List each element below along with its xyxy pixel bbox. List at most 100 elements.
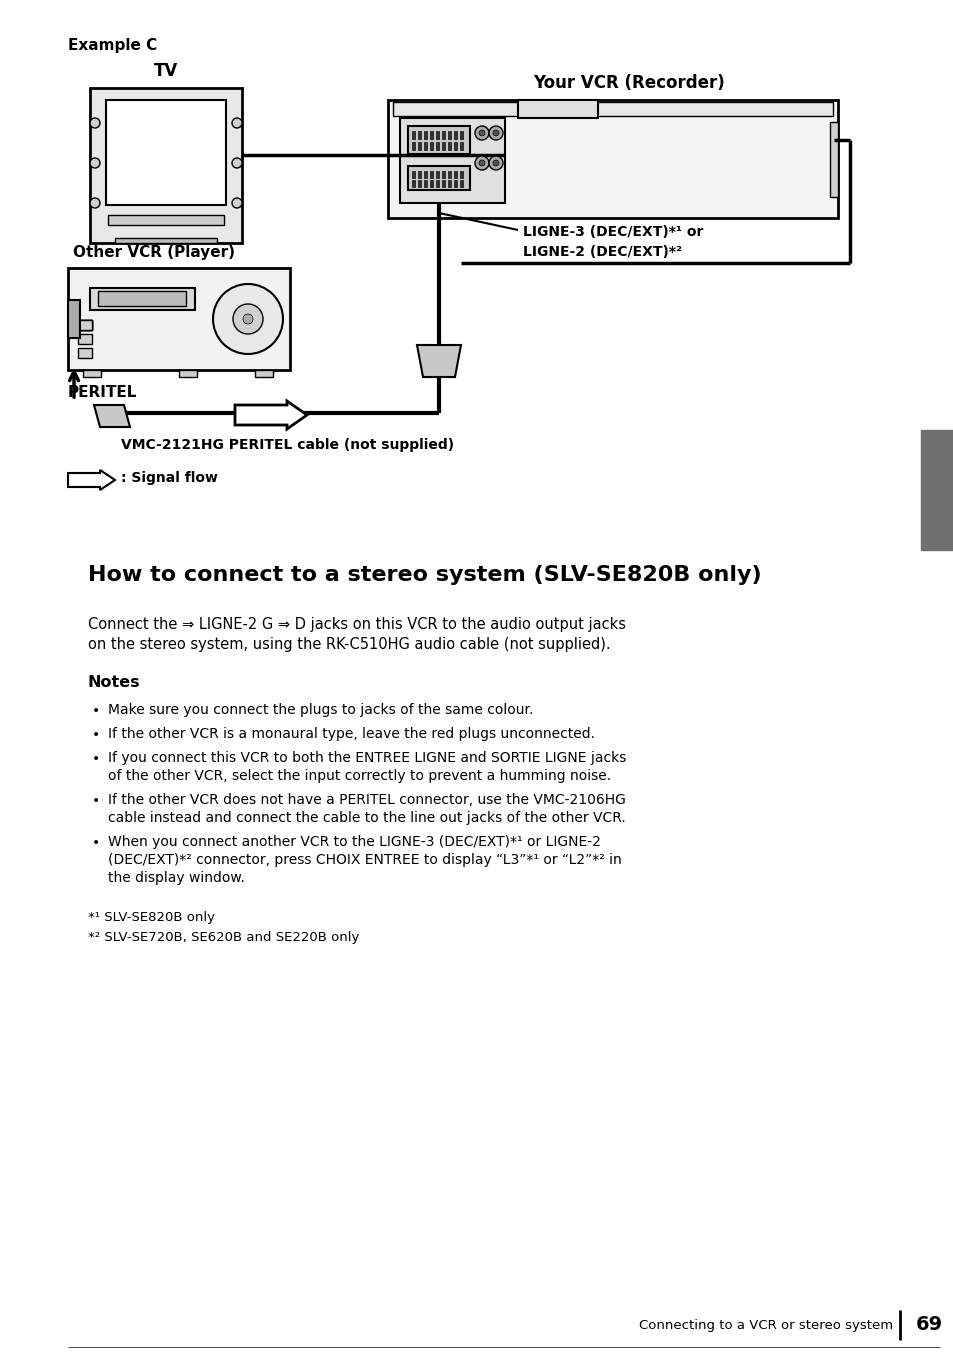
Text: (DEC/EXT)*² connector, press CHOIX ENTREE to display “L3”*¹ or “L2”*² in: (DEC/EXT)*² connector, press CHOIX ENTRE…	[108, 853, 621, 867]
Bar	[408, 126, 470, 154]
Bar	[179, 370, 196, 377]
Bar	[83, 370, 101, 377]
Bar	[459, 170, 462, 178]
Bar	[441, 180, 444, 187]
Bar	[441, 131, 444, 139]
Bar	[448, 131, 451, 139]
Bar	[78, 320, 91, 330]
Circle shape	[475, 126, 489, 141]
Bar	[68, 300, 80, 338]
Circle shape	[493, 130, 498, 137]
Bar	[412, 131, 415, 139]
Bar	[454, 170, 456, 178]
Bar	[417, 131, 420, 139]
Circle shape	[90, 197, 100, 208]
Text: Make sure you connect the plugs to jacks of the same colour.: Make sure you connect the plugs to jacks…	[108, 703, 533, 717]
Bar	[78, 347, 91, 358]
Polygon shape	[416, 345, 460, 377]
Polygon shape	[94, 406, 130, 427]
Text: If you connect this VCR to both the ENTREE LIGNE and SORTIE LIGNE jacks: If you connect this VCR to both the ENTR…	[108, 750, 626, 765]
Text: Your VCR (Recorder): Your VCR (Recorder)	[533, 74, 724, 92]
Bar	[412, 180, 415, 187]
Bar	[68, 268, 290, 370]
Bar	[430, 170, 433, 178]
Text: 69: 69	[915, 1315, 943, 1334]
Text: LIGNE-3 (DEC/EXT)*¹ or: LIGNE-3 (DEC/EXT)*¹ or	[522, 224, 702, 239]
Text: If the other VCR does not have a PERITEL connector, use the VMC-2106HG: If the other VCR does not have a PERITEL…	[108, 794, 625, 807]
Text: Editing: Editing	[929, 466, 943, 514]
Circle shape	[475, 155, 489, 170]
Bar	[448, 170, 451, 178]
Text: LIGNE-2 (DEC/EXT)*²: LIGNE-2 (DEC/EXT)*²	[522, 245, 681, 260]
Bar	[78, 320, 91, 330]
Text: VMC-2121HG PERITEL cable (not supplied): VMC-2121HG PERITEL cable (not supplied)	[121, 438, 454, 452]
Bar	[417, 142, 420, 150]
Bar	[517, 100, 598, 118]
Bar	[115, 238, 216, 243]
Bar	[423, 142, 427, 150]
Circle shape	[233, 304, 263, 334]
Text: of the other VCR, select the input correctly to prevent a humming noise.: of the other VCR, select the input corre…	[108, 769, 611, 783]
Text: When you connect another VCR to the LIGNE-3 (DEC/EXT)*¹ or LIGNE-2: When you connect another VCR to the LIGN…	[108, 836, 600, 849]
Circle shape	[90, 158, 100, 168]
Text: TV: TV	[153, 62, 178, 80]
Polygon shape	[68, 470, 115, 489]
Bar	[441, 142, 444, 150]
Bar	[436, 170, 438, 178]
Bar	[78, 334, 91, 343]
Text: Example C: Example C	[68, 38, 157, 53]
Text: •: •	[91, 704, 100, 718]
Bar	[436, 131, 438, 139]
Circle shape	[478, 160, 484, 166]
Text: How to connect to a stereo system (SLV-SE820B only): How to connect to a stereo system (SLV-S…	[88, 565, 760, 585]
Circle shape	[489, 155, 502, 170]
Text: Connect the ⇒ LIGNE-2 G ⇒ D jacks on this VCR to the audio output jacks: Connect the ⇒ LIGNE-2 G ⇒ D jacks on thi…	[88, 617, 625, 631]
Text: If the other VCR is a monaural type, leave the red plugs unconnected.: If the other VCR is a monaural type, lea…	[108, 727, 595, 741]
Bar	[388, 100, 837, 218]
Circle shape	[232, 118, 242, 128]
Text: •: •	[91, 727, 100, 742]
Text: : Signal flow: : Signal flow	[121, 470, 217, 485]
Bar	[106, 100, 226, 206]
Bar	[920, 430, 953, 550]
Bar	[448, 142, 451, 150]
Bar	[78, 320, 91, 330]
Text: on the stereo system, using the RK-C510HG audio cable (not supplied).: on the stereo system, using the RK-C510H…	[88, 637, 610, 652]
Bar	[454, 142, 456, 150]
Bar	[430, 131, 433, 139]
Text: •: •	[91, 794, 100, 808]
Circle shape	[232, 158, 242, 168]
Text: *² SLV-SE720B, SE620B and SE220B only: *² SLV-SE720B, SE620B and SE220B only	[88, 932, 359, 944]
Polygon shape	[234, 402, 307, 429]
Bar	[399, 118, 504, 203]
Circle shape	[493, 160, 498, 166]
Text: •: •	[91, 752, 100, 767]
Bar	[423, 180, 427, 187]
Text: Notes: Notes	[88, 675, 140, 690]
Bar	[441, 170, 444, 178]
Bar	[430, 142, 433, 150]
Bar	[448, 180, 451, 187]
Bar	[430, 180, 433, 187]
Bar	[436, 142, 438, 150]
Bar	[108, 215, 224, 224]
Bar	[90, 288, 194, 310]
Bar	[393, 101, 832, 116]
Bar	[423, 170, 427, 178]
Text: Connecting to a VCR or stereo system: Connecting to a VCR or stereo system	[639, 1318, 892, 1332]
Text: the display window.: the display window.	[108, 871, 245, 886]
Bar	[417, 170, 420, 178]
Bar	[459, 180, 462, 187]
Text: cable instead and connect the cable to the line out jacks of the other VCR.: cable instead and connect the cable to t…	[108, 811, 625, 825]
Text: Other VCR (Player): Other VCR (Player)	[73, 245, 234, 260]
Text: *¹ SLV-SE820B only: *¹ SLV-SE820B only	[88, 911, 214, 923]
Bar	[412, 142, 415, 150]
Circle shape	[213, 284, 283, 354]
Bar	[829, 122, 837, 197]
Bar	[459, 142, 462, 150]
Bar	[78, 320, 91, 330]
Bar	[459, 131, 462, 139]
Bar	[90, 88, 242, 243]
Bar	[408, 166, 470, 191]
Circle shape	[90, 118, 100, 128]
